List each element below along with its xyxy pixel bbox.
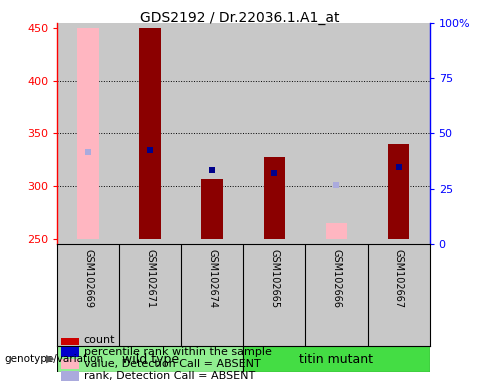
- Bar: [61, 347, 79, 357]
- Text: wild type: wild type: [121, 353, 179, 366]
- Text: GSM102666: GSM102666: [332, 249, 341, 308]
- Bar: [264, 157, 285, 238]
- Bar: [77, 28, 99, 238]
- Text: ▶: ▶: [46, 354, 54, 364]
- Bar: [61, 371, 79, 381]
- Text: genotype/variation: genotype/variation: [5, 354, 104, 364]
- Bar: [57, 23, 119, 244]
- Text: GSM102665: GSM102665: [269, 249, 279, 308]
- Bar: [181, 23, 243, 244]
- Text: GSM102674: GSM102674: [207, 249, 217, 308]
- Text: percentile rank within the sample: percentile rank within the sample: [84, 347, 272, 357]
- Text: GSM102669: GSM102669: [83, 249, 93, 308]
- Text: value, Detection Call = ABSENT: value, Detection Call = ABSENT: [84, 359, 261, 369]
- Text: titin mutant: titin mutant: [300, 353, 373, 366]
- Text: GSM102671: GSM102671: [145, 249, 155, 308]
- Text: GDS2192 / Dr.22036.1.A1_at: GDS2192 / Dr.22036.1.A1_at: [140, 11, 340, 25]
- Text: GSM102667: GSM102667: [394, 249, 404, 308]
- FancyBboxPatch shape: [57, 346, 243, 372]
- Text: count: count: [84, 335, 115, 345]
- Bar: [61, 359, 79, 369]
- Text: rank, Detection Call = ABSENT: rank, Detection Call = ABSENT: [84, 371, 255, 381]
- Bar: [388, 144, 409, 238]
- Bar: [368, 23, 430, 244]
- Bar: [325, 223, 348, 238]
- Bar: [61, 335, 79, 345]
- Bar: [119, 23, 181, 244]
- Bar: [139, 28, 161, 238]
- FancyBboxPatch shape: [243, 346, 430, 372]
- Bar: [243, 23, 305, 244]
- Bar: [305, 23, 368, 244]
- Bar: [202, 179, 223, 238]
